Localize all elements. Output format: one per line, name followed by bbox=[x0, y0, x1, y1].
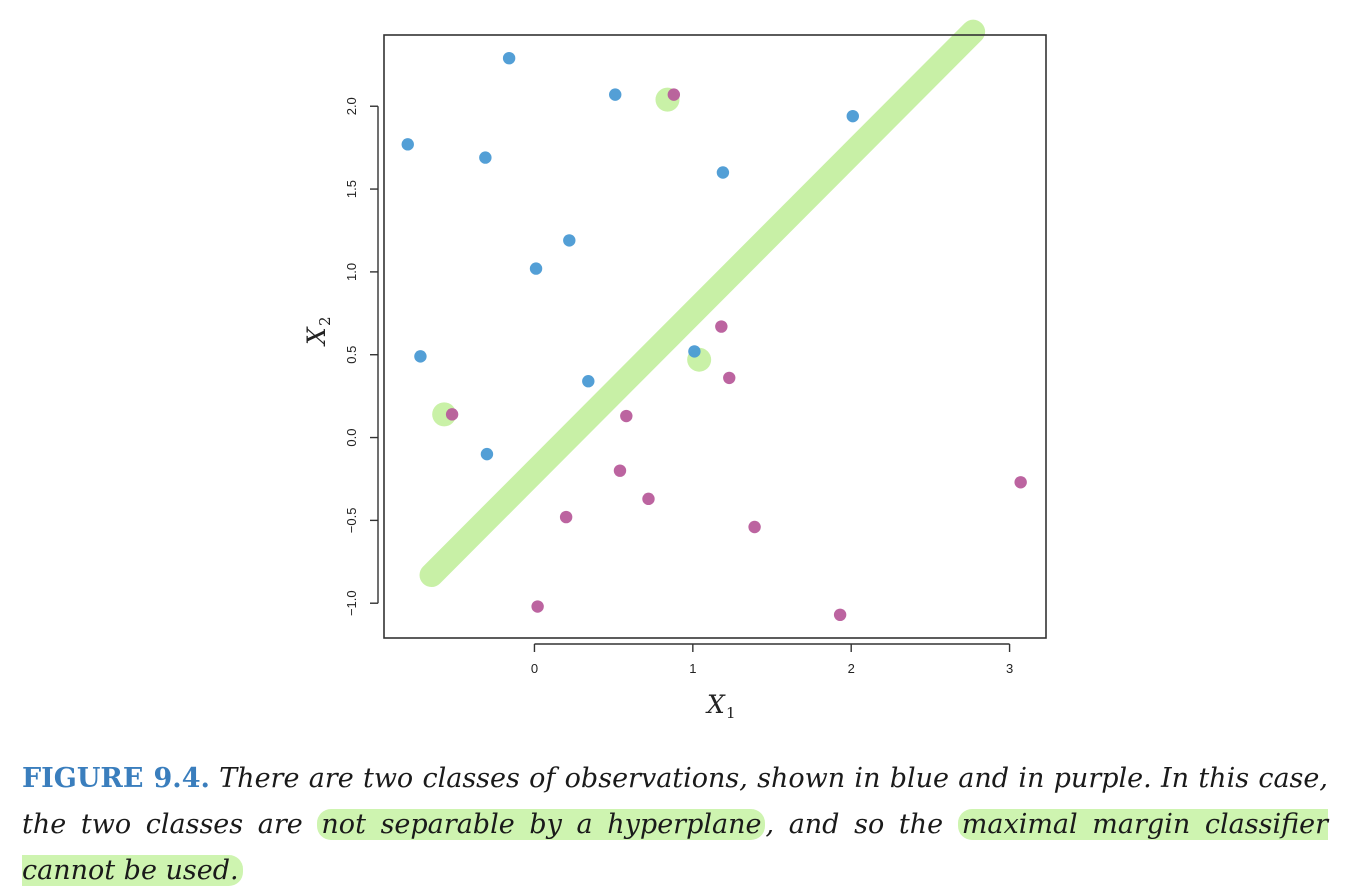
data-point-purple bbox=[613, 464, 627, 477]
y-tick-label: 0.0 bbox=[344, 429, 359, 447]
highlighter-line bbox=[419, 19, 986, 588]
x-axis-title-subscript: 1 bbox=[726, 704, 736, 722]
data-point-purple bbox=[833, 608, 847, 622]
y-axis-title-letter: X bbox=[302, 326, 331, 347]
data-point-purple bbox=[667, 88, 681, 101]
scatter-chart: 0 1 2 3 −1.0 −0.5 0.0 0.5 1.0 1.5 2.0 X 1 X 2 bbox=[302, 19, 1047, 722]
data-point-blue bbox=[529, 262, 543, 275]
data-point-blue bbox=[563, 234, 576, 247]
data-point-blue bbox=[609, 88, 622, 101]
data-point-purple bbox=[723, 371, 736, 385]
caption-text-between: , and so the bbox=[765, 809, 944, 840]
data-point-blue bbox=[716, 166, 730, 179]
y-tick-label: −1.0 bbox=[344, 590, 359, 616]
data-point-blue bbox=[846, 109, 859, 123]
data-point-purple bbox=[715, 320, 728, 333]
caption-text: There are two classes of observations, s… bbox=[22, 763, 1328, 840]
figure-caption: FIGURE 9.4. There are two classes of obs… bbox=[22, 756, 1328, 894]
highlighter-layer bbox=[419, 19, 986, 588]
caption-highlight-separable: not separable by a hyperplane bbox=[317, 809, 766, 840]
x-tick-label: 3 bbox=[1006, 661, 1013, 676]
data-point-blue bbox=[401, 138, 414, 151]
x-tick-label: 0 bbox=[531, 661, 538, 676]
data-point-blue bbox=[582, 375, 595, 388]
y-tick-label: 2.0 bbox=[344, 97, 359, 115]
axes-layer: 0 1 2 3 −1.0 −0.5 0.0 0.5 1.0 1.5 2.0 bbox=[344, 97, 1013, 676]
plot-frame bbox=[383, 34, 1047, 639]
y-tick-label: 1.0 bbox=[344, 263, 359, 281]
data-point-blue bbox=[414, 350, 427, 363]
x-axis-title: X 1 bbox=[705, 690, 736, 722]
figure: 0 1 2 3 −1.0 −0.5 0.0 0.5 1.0 1.5 2.0 X 1 X 2 bbox=[302, 19, 1047, 722]
data-point-blue bbox=[479, 151, 492, 164]
data-point-purple bbox=[620, 409, 633, 423]
data-point-purple bbox=[642, 492, 655, 506]
data-point-purple bbox=[531, 600, 544, 613]
y-tick-label: 1.5 bbox=[344, 180, 359, 198]
x-tick-label: 1 bbox=[689, 661, 696, 676]
points-layer bbox=[401, 51, 1027, 622]
data-point-blue bbox=[480, 447, 494, 461]
y-axis-title-subscript: 2 bbox=[316, 316, 334, 326]
data-point-purple bbox=[445, 408, 459, 421]
data-point-purple bbox=[1014, 476, 1027, 489]
y-tick-label: −0.5 bbox=[344, 508, 359, 534]
data-point-purple bbox=[559, 510, 573, 524]
highlighter-circle bbox=[432, 402, 457, 427]
x-axis-title-letter: X bbox=[705, 690, 726, 719]
data-point-purple bbox=[748, 520, 761, 534]
y-axis-title: X 2 bbox=[302, 316, 334, 347]
y-tick-label: 0.5 bbox=[344, 346, 359, 364]
figure-label: FIGURE 9.4. bbox=[22, 763, 210, 794]
x-tick-label: 2 bbox=[848, 661, 855, 676]
data-point-blue bbox=[688, 345, 701, 358]
data-point-blue bbox=[502, 51, 516, 65]
